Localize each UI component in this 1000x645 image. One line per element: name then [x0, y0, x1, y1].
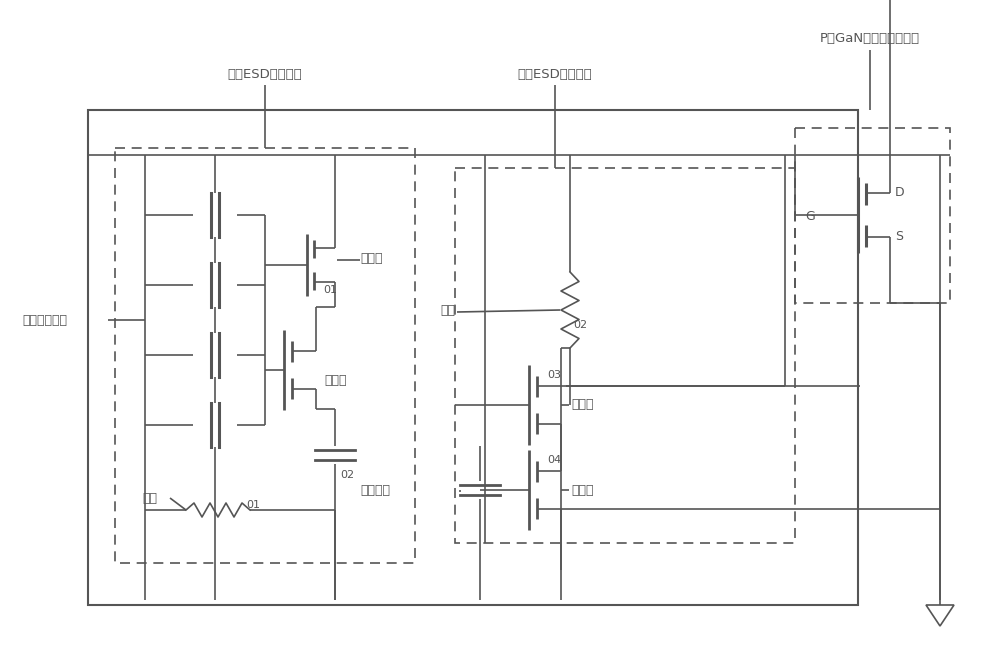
Text: G: G [805, 210, 815, 224]
Text: 负向ESD保护模块: 负向ESD保护模块 [518, 68, 592, 81]
Text: 02: 02 [573, 320, 587, 330]
Text: 正向ESD保护模块: 正向ESD保护模块 [228, 68, 302, 81]
Text: 电阻: 电阻 [142, 491, 157, 504]
Text: 效应管: 效应管 [360, 252, 382, 264]
Bar [455, 168, 795, 543]
Text: 04: 04 [547, 455, 561, 465]
Text: D: D [895, 186, 905, 199]
Text: 01: 01 [323, 285, 337, 295]
Text: 电阻: 电阻 [440, 304, 455, 317]
Bar [88, 110, 858, 605]
Text: 效应管: 效应管 [571, 399, 594, 412]
Text: 效应管: 效应管 [324, 373, 347, 386]
Text: 充电电容: 充电电容 [360, 484, 390, 497]
Text: 02: 02 [340, 470, 354, 480]
Text: S: S [895, 230, 903, 244]
Bar [115, 148, 415, 563]
Text: P型GaN增强型功率器件: P型GaN增强型功率器件 [820, 32, 920, 45]
Text: 钳位二极管串: 钳位二极管串 [22, 313, 67, 326]
Text: 03: 03 [547, 370, 561, 380]
Bar [795, 128, 950, 303]
Text: 01: 01 [246, 500, 260, 510]
Text: 效应管: 效应管 [571, 484, 594, 497]
